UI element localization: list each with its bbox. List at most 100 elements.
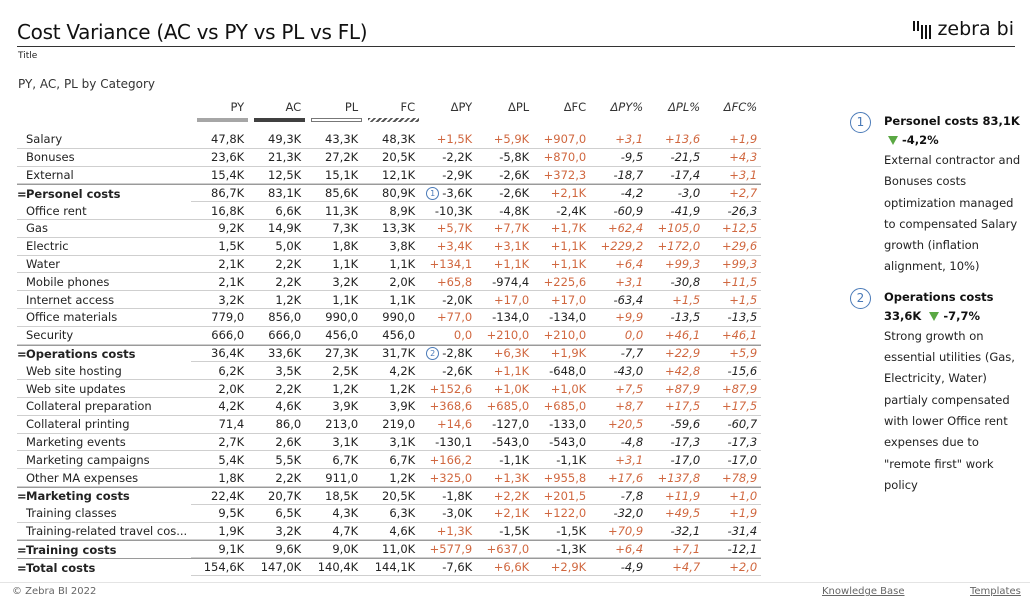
cell-ΔPY%: -43,0 xyxy=(590,362,648,381)
cell-PL: 1,1K xyxy=(305,256,363,274)
cell-value: -17,4 xyxy=(670,167,701,182)
cell-ΔFC%: -60,7 xyxy=(704,416,762,434)
cell-ΔPY: +3,4K xyxy=(419,238,477,256)
cell-value: -3,0 xyxy=(677,186,701,201)
total-prefix: = xyxy=(17,186,27,201)
cell-ΔPL: -974,4 xyxy=(476,273,534,292)
row-label: Other MA expenses xyxy=(26,470,139,485)
column-header: ΔPY xyxy=(450,100,473,114)
knowledge-base-link[interactable]: Knowledge Base xyxy=(822,586,905,597)
cell-ΔPY: -130,1 xyxy=(419,434,477,452)
row-label: Total costs xyxy=(26,560,96,575)
cell-value: +2,1K xyxy=(550,186,587,201)
cell-ΔPY: +368,6 xyxy=(419,398,477,416)
cell-ΔPY: +166,2 xyxy=(419,451,477,470)
column-header: PL xyxy=(344,100,359,114)
cell-value: +6,4 xyxy=(615,256,644,271)
cell-ΔFC%: -17,0 xyxy=(704,451,762,470)
cell-ΔPY%: -4,2 xyxy=(590,184,648,203)
cell-value: 3,1K xyxy=(332,434,359,449)
cell-ΔPY%: +9,9 xyxy=(590,309,648,327)
cell-value: -43,0 xyxy=(613,363,644,378)
cell-PL: 3,1K xyxy=(305,434,363,452)
cell-ΔPL%: +105,0 xyxy=(647,220,705,238)
cell-AC: 2,6K xyxy=(248,434,306,452)
cell-value: 3,9K xyxy=(332,399,359,414)
cell-ΔFC: +2,9K xyxy=(533,558,591,576)
column-header: PY xyxy=(230,100,245,114)
cell-value: -1,5K xyxy=(556,523,587,538)
cell-ΔFC: +2,1K xyxy=(533,184,591,203)
cell-ΔPY%: +70,9 xyxy=(590,523,648,541)
templates-link[interactable]: Templates xyxy=(970,586,1021,597)
cell-ΔPY: +65,8 xyxy=(419,273,477,292)
cell-value: -18,7 xyxy=(613,167,644,182)
cell-ΔPY: 1 -3,6K xyxy=(419,184,477,203)
cell-ΔPL%: +11,9 xyxy=(647,486,705,505)
table-row: Salary 47,8K 49,3K 43,3K 48,3K +1,5K +5,9K +907… xyxy=(17,131,762,149)
cell-value: -1,5K xyxy=(499,523,530,538)
cell-ΔFC: +201,5 xyxy=(533,486,591,505)
cell-value: +325,0 xyxy=(429,470,473,485)
comment: 2 Operations costs 33,6K -7,7% Strong grow… xyxy=(848,287,1023,496)
cell-value: +29,6 xyxy=(721,239,758,254)
cell-value: 1,8K xyxy=(218,470,245,485)
cell-value: 1,2K xyxy=(332,381,359,396)
cell-ΔFC: -134,0 xyxy=(533,309,591,327)
cell-value: +3,1 xyxy=(615,132,644,147)
cell-value: 4,2K xyxy=(218,399,245,414)
cell-PL: 6,7K xyxy=(305,451,363,470)
cell-PY: 16,8K xyxy=(191,202,249,220)
cell-PL: 7,3K xyxy=(305,220,363,238)
cell-ΔPY%: +6,4 xyxy=(590,540,648,559)
cell-value: +2,9K xyxy=(550,560,587,575)
total-row: = Total costs 154,6K 147,0K 140,4K 144,1K -7,6… xyxy=(17,558,762,576)
cell-value: 990,0 xyxy=(325,310,359,325)
cell-ΔFC: +210,0 xyxy=(533,327,591,345)
cell-ΔPL: -1,5K xyxy=(476,523,534,541)
cell-ΔFC: +907,0 xyxy=(533,131,591,149)
annotation-marker[interactable]: 2 xyxy=(426,347,440,361)
logo-text: zebra bi xyxy=(937,18,1014,40)
cell-PL: 990,0 xyxy=(305,309,363,327)
cell-value: 6,2K xyxy=(218,363,245,378)
cell-value: -2,0K xyxy=(442,292,473,307)
cell-ΔPL%: +99,3 xyxy=(647,256,705,274)
table-row: Electric 1,5K 5,0K 1,8K 3,8K +3,4K +3,1K +1,1K +… xyxy=(17,238,762,256)
cell-ΔPL: -4,8K xyxy=(476,202,534,220)
cell-FC: 6,3K xyxy=(362,505,420,523)
cell-value: 2,7K xyxy=(218,434,245,449)
table-row: Office materials 779,0 856,0 990,0 990,0 +77,… xyxy=(17,309,762,327)
cell-ΔFC: +1,7K xyxy=(533,220,591,238)
cell-value: 48,3K xyxy=(382,132,416,147)
cell-value: 4,6K xyxy=(389,523,416,538)
cell-ΔPL%: -30,8 xyxy=(647,273,705,292)
cell-value: +6,4 xyxy=(615,542,644,557)
cell-ΔPL%: -32,1 xyxy=(647,523,705,541)
cell-value: -3,6K xyxy=(442,186,473,201)
down-triangle-icon xyxy=(888,136,898,145)
cell-AC: 856,0 xyxy=(248,309,306,327)
py-marker xyxy=(197,118,249,122)
cell-value: 71,4 xyxy=(218,417,245,432)
cell-PL: 43,3K xyxy=(305,131,363,149)
cell-value: 1,5K xyxy=(218,239,245,254)
cell-value: 9,1K xyxy=(218,542,245,557)
cell-value: +637,0 xyxy=(486,542,530,557)
row-label: External xyxy=(26,167,74,182)
cell-value: -2,2K xyxy=(442,150,473,165)
cell-FC: 219,0 xyxy=(362,416,420,434)
annotation-number: 1 xyxy=(850,112,871,133)
cell-ΔPL%: -3,0 xyxy=(647,184,705,203)
cell-AC: 147,0K xyxy=(248,558,306,576)
cell-FC: 31,7K xyxy=(362,344,420,363)
cell-ΔPY: +5,7K xyxy=(419,220,477,238)
cell-value: 9,6K xyxy=(275,542,302,557)
cell-PY: 9,5K xyxy=(191,505,249,523)
cell-value: 4,7K xyxy=(332,523,359,538)
cell-FC: 4,2K xyxy=(362,362,420,381)
cell-value: 43,3K xyxy=(325,132,359,147)
annotation-marker[interactable]: 1 xyxy=(426,187,440,201)
cell-ΔFC: +1,0K xyxy=(533,380,591,398)
cell-value: -5,8K xyxy=(499,150,530,165)
